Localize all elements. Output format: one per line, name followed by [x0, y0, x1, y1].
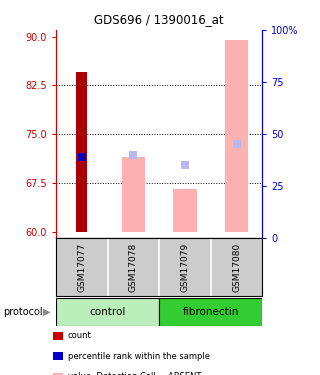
Bar [173, 189, 196, 232]
Text: count: count [68, 331, 92, 340]
Text: GSM17080: GSM17080 [232, 243, 241, 292]
Bar [56, 298, 159, 326]
Text: control: control [89, 307, 126, 317]
Text: fibronectin: fibronectin [183, 307, 239, 317]
Text: GSM17077: GSM17077 [77, 243, 86, 292]
Bar [225, 40, 248, 232]
Bar [122, 157, 145, 232]
Point [131, 152, 136, 158]
Point [234, 141, 239, 147]
Text: percentile rank within the sample: percentile rank within the sample [68, 352, 210, 361]
Bar [159, 298, 262, 326]
Point [182, 162, 188, 168]
Point [79, 154, 84, 160]
Text: ▶: ▶ [43, 307, 50, 317]
Text: GSM17078: GSM17078 [129, 243, 138, 292]
Text: GSM17079: GSM17079 [180, 243, 189, 292]
Text: protocol: protocol [3, 307, 43, 317]
Text: value, Detection Call = ABSENT: value, Detection Call = ABSENT [68, 372, 201, 375]
Text: GDS696 / 1390016_at: GDS696 / 1390016_at [94, 13, 224, 26]
Bar [76, 72, 87, 232]
